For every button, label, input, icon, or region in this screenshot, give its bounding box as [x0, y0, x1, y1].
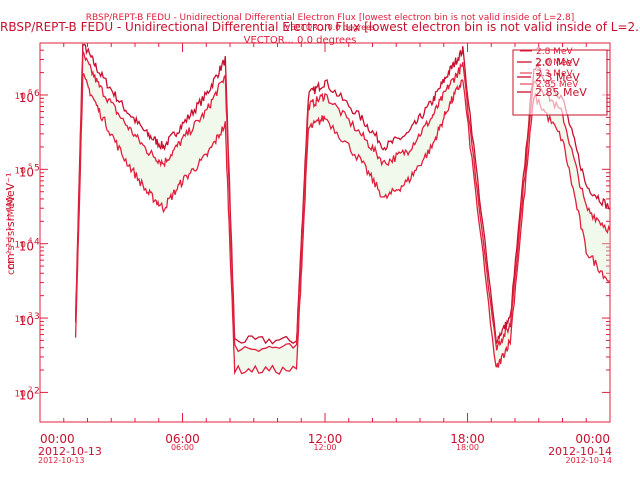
legend-entry-back: 2.0 MeV	[536, 58, 573, 68]
y-tick-exponent: 3	[34, 312, 40, 322]
legend-entry-back: 2.3 MeV	[536, 69, 573, 79]
x-tick-label-back: 06:00	[171, 443, 194, 452]
x-tick-label: 12:00	[308, 432, 343, 446]
y-tick-label-back: 10	[15, 166, 27, 176]
y-tick-label-back: 10	[15, 315, 27, 325]
y-tick-label-back: 10	[15, 92, 27, 102]
y-tick-label-back: 10	[15, 241, 27, 251]
axes-group: 10 210 210 310 310 410 410 510 510 610 600:002012-…	[15, 42, 613, 465]
chart-subtitle-back: VECTOR... 0.0 degrees	[285, 23, 375, 32]
series-lines	[74, 43, 611, 376]
chart-title: RBSP/REPT-B FEDU - Unidirectional Differ…	[0, 20, 640, 34]
x-tick-label: 00:00	[575, 432, 610, 446]
y-tick-exponent-back: 5	[28, 162, 32, 170]
chart-title-back: RBSP/REPT-B FEDU - Unidirectional Differ…	[86, 13, 574, 23]
fill-bands	[75, 54, 611, 370]
chart-subtitle: VECTOR... 0.0 degrees	[244, 35, 357, 46]
y-tick-label: 10	[19, 240, 34, 254]
x-date-label-back: 2012-10-14	[566, 456, 613, 465]
y-axis-label-back: cm⁻²s⁻¹sr⁻¹MeV⁻¹	[6, 186, 17, 275]
y-tick-exponent-back: 4	[28, 237, 33, 245]
y-tick-label: 10	[19, 91, 34, 105]
x-tick-label: 18:00	[450, 432, 485, 446]
x-tick-label: 06:00	[165, 432, 200, 446]
x-date-label: 2012-10-13	[38, 445, 102, 458]
legend-entry: 2.0 MeV	[535, 56, 580, 69]
legend-box	[512, 49, 608, 116]
series-line-2.3-mev	[74, 50, 611, 353]
y-tick-exponent-back: 2	[28, 385, 32, 393]
legend-entry: 2.85 MeV	[535, 86, 587, 99]
y-tick-exponent-back: 3	[28, 311, 32, 319]
x-date-label-back: 2012-10-13	[38, 456, 85, 465]
y-tick-label: 10	[19, 314, 34, 328]
y-tick-exponent-back: 6	[28, 88, 33, 96]
y-tick-label: 10	[19, 165, 34, 179]
series-band-fill	[75, 54, 611, 370]
legend-entry-back: 2.85 MeV	[536, 80, 579, 90]
legend-entry: 2.3 MeV	[535, 71, 580, 84]
series-line-2.0-mev	[74, 43, 611, 345]
legend-entry-back: 2.8 MeV	[536, 47, 573, 57]
x-date-label: 2012-10-14	[548, 445, 612, 458]
x-tick-label-back: 18:00	[456, 443, 479, 452]
series-line-2.85-mev	[74, 72, 611, 376]
y-tick-exponent: 2	[34, 386, 40, 396]
y-tick-exponent: 4	[34, 238, 40, 248]
y-axis-label: cm⁻²s⁻¹sr⁻¹MeV⁻¹	[4, 173, 17, 270]
y-tick-exponent: 6	[34, 89, 40, 99]
y-tick-label-back: 10	[15, 389, 27, 399]
y-tick-exponent: 5	[34, 163, 40, 173]
x-tick-label: 00:00	[40, 432, 75, 446]
y-tick-label: 10	[19, 388, 34, 402]
x-tick-label-back: 12:00	[313, 443, 336, 452]
